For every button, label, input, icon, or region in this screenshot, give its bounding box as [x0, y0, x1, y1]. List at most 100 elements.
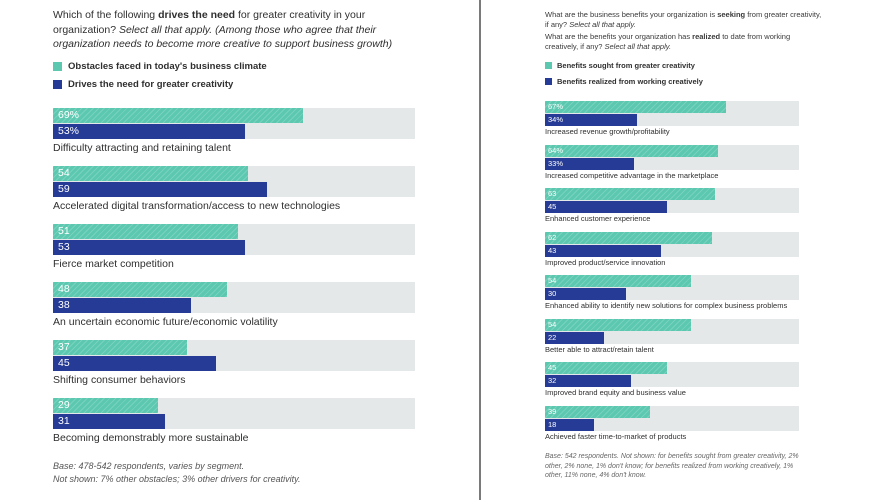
left-question: Which of the following drives the need f… — [53, 8, 415, 52]
bar-value-label: 48 — [58, 283, 70, 295]
drives-bar: 45 — [53, 356, 216, 371]
realized-bar: 30 — [545, 288, 626, 300]
category-label: Enhanced customer experience — [545, 214, 651, 223]
left-legend-obstacles: Obstacles faced in today's business clim… — [53, 61, 415, 72]
bar-value-label: 51 — [58, 225, 70, 237]
left-legend-label-obstacles: Obstacles faced in today's business clim… — [68, 60, 267, 72]
bar-value-label: 18 — [548, 419, 557, 429]
right-q2-prefix: What are the benefits your organization … — [545, 32, 693, 41]
bar-value-label: 45 — [548, 363, 557, 372]
realized-bar: 43 — [545, 244, 662, 257]
category-label: Accelerated digital transformation/acces… — [53, 200, 341, 212]
realized-bar: 22 — [545, 331, 605, 344]
bar-value-label: 59 — [58, 183, 70, 195]
left-legend-label-drives: Drives the need for greater creativity — [68, 78, 234, 90]
bar-value-label: 45 — [548, 202, 557, 211]
left-note-line2: Not shown: 7% other obstacles; 3% other … — [53, 474, 301, 484]
right-base-note: Base: 542 respondents. Not shown: for be… — [545, 453, 799, 479]
drives-bar: 53% — [53, 124, 245, 139]
realized-bar: 34% — [545, 114, 637, 126]
bar-value-label: 62 — [548, 232, 557, 242]
legend-swatch-navy — [53, 79, 62, 89]
left-question-italic: Select all that apply. (Among those who … — [53, 23, 393, 51]
category-label: Shifting consumer behaviors — [53, 374, 186, 386]
right-chart-panel: What are the business benefits your orga… — [545, 10, 825, 479]
obstacles-bar: 54 — [53, 166, 249, 181]
right-q1-prefix: What are the business benefits your orga… — [545, 10, 718, 19]
realized-bar: 32 — [545, 375, 632, 387]
right-legend-label-realized: Benefits realized from working creativel… — [557, 77, 703, 86]
sought-bar: 54 — [545, 318, 691, 331]
bar-value-label: 69% — [58, 109, 80, 121]
drives-bar: 31 — [53, 414, 166, 429]
realized-bar: 45 — [545, 201, 667, 213]
category-label: An uncertain economic future/economic vo… — [53, 316, 278, 328]
realized-bar: 33% — [545, 157, 635, 170]
category-label: Improved product/service innovation — [545, 257, 666, 267]
right-question-1: What are the business benefits your orga… — [545, 10, 825, 29]
panel-divider — [479, 0, 481, 500]
left-legend-drives: Drives the need for greater creativity — [53, 79, 415, 90]
sought-bar: 62 — [545, 231, 713, 244]
category-label: Increased revenue growth/profitability — [545, 127, 670, 136]
bar-value-label: 54 — [548, 319, 557, 329]
right-legend-sought: Benefits sought from greater creativity — [545, 61, 825, 70]
left-question-prefix: Which of the following — [53, 9, 159, 21]
bar-value-label: 54 — [58, 167, 70, 179]
right-question-2: What are the benefits your organization … — [545, 32, 825, 51]
bar-value-label: 53% — [58, 125, 80, 137]
obstacles-bar: 48 — [53, 282, 227, 297]
right-q1-italic: Select all that apply. — [569, 19, 636, 29]
bar-value-label: 30 — [548, 289, 557, 298]
right-q2-bold: realized — [692, 32, 721, 41]
left-question-suffix: for greater creativity in your organizat… — [53, 9, 366, 36]
drives-bar: 53 — [53, 240, 245, 255]
bar-value-label: 31 — [58, 415, 70, 427]
sought-bar: 54 — [545, 275, 691, 287]
right-legend-label-sought: Benefits sought from greater creativity — [557, 61, 695, 70]
right-q2-suffix: to date from working creatively, if any? — [545, 32, 791, 51]
bar-value-label: 64% — [548, 145, 564, 155]
sought-bar: 67% — [545, 101, 726, 113]
sought-bar: 64% — [545, 144, 718, 157]
category-label: Enhanced ability to identify new solutio… — [545, 301, 788, 310]
right-q1-suffix: from greater creativity, if any? — [545, 10, 822, 29]
category-label: Difficulty attracting and retaining tale… — [53, 142, 231, 154]
right-legend-realized: Benefits realized from working creativel… — [545, 77, 825, 86]
sought-bar: 39 — [545, 405, 651, 418]
left-chart-panel: Which of the following drives the need f… — [53, 8, 415, 484]
bar-value-label: 54 — [548, 276, 557, 285]
left-note-line1: Base: 478-542 respondents, varies by seg… — [53, 461, 245, 471]
sought-bar: 45 — [545, 362, 667, 374]
bar-value-label: 22 — [548, 332, 557, 342]
right-q2-italic: Select all that apply. — [604, 41, 672, 51]
category-label: Increased competitive advantage in the m… — [545, 170, 719, 180]
drives-bar: 38 — [53, 298, 191, 313]
obstacles-bar: 29 — [53, 398, 158, 413]
category-label: Improved brand equity and business value — [545, 388, 686, 397]
drives-bar: 59 — [53, 182, 267, 197]
sought-bar: 63 — [545, 188, 716, 200]
bar-value-label: 29 — [58, 399, 70, 411]
left-question-bold: drives the need — [158, 9, 236, 21]
bar-value-label: 32 — [548, 376, 557, 385]
bar-value-label: 67% — [548, 102, 564, 111]
bar-value-label: 33% — [548, 158, 564, 168]
legend-swatch-navy — [545, 78, 552, 85]
bar-value-label: 34% — [548, 115, 564, 124]
category-label: Better able to attract/retain talent — [545, 344, 654, 354]
bar-value-label: 37 — [58, 341, 70, 353]
bar-value-label: 43 — [548, 245, 557, 255]
left-base-note: Base: 478-542 respondents, varies by seg… — [53, 460, 300, 486]
category-label: Becoming demonstrably more sustainable — [53, 432, 249, 444]
obstacles-bar: 37 — [53, 340, 187, 355]
bar-value-label: 53 — [58, 241, 70, 253]
obstacles-bar: 69% — [53, 108, 303, 123]
right-q1-bold: seeking — [717, 10, 746, 19]
bar-value-label: 39 — [548, 406, 557, 416]
bar-value-label: 45 — [58, 357, 70, 369]
legend-swatch-teal — [545, 62, 552, 69]
legend-swatch-teal — [53, 61, 62, 71]
bar-value-label: 63 — [548, 189, 557, 198]
category-label: Fierce market competition — [53, 258, 174, 270]
